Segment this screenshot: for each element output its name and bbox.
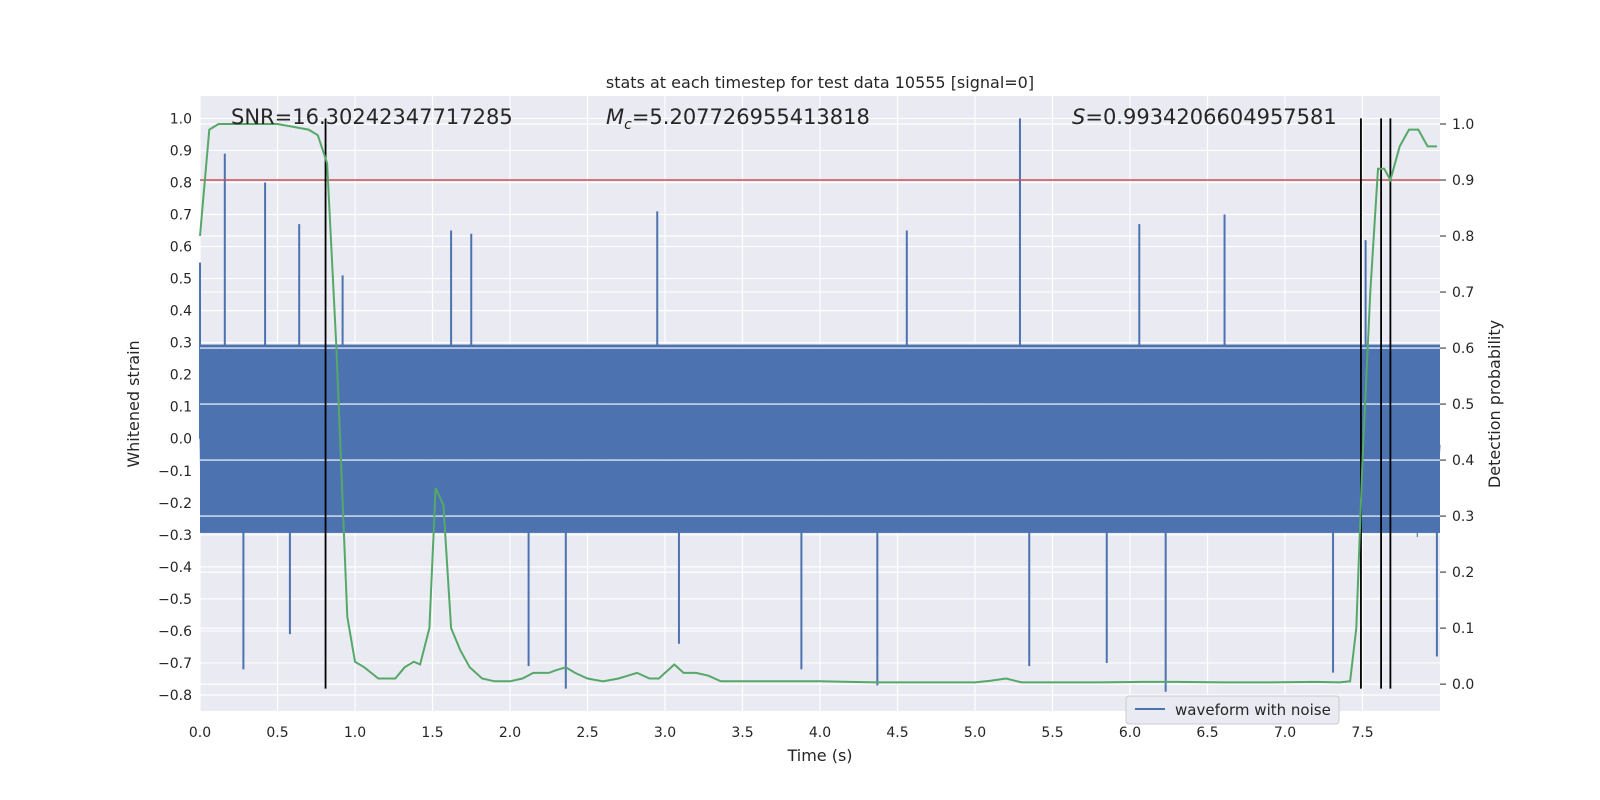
- x-tick-label: 0.5: [266, 725, 288, 741]
- x-tick-label: 5.5: [1041, 725, 1063, 741]
- x-tick-label: 3.0: [654, 725, 676, 741]
- y-tick-label: −0.8: [158, 688, 192, 704]
- y2-tick-label: 0.7: [1452, 285, 1474, 301]
- y-tick-label: 0.8: [170, 175, 192, 191]
- y2-axis-ticks: 0.0 0.1 0.2 0.3 0.4 0.5 0.6 0.7 0.8 0.9 1.0: [1440, 117, 1474, 693]
- y-tick-label: 0.5: [170, 272, 192, 288]
- y2-tick-label: 0.5: [1452, 397, 1474, 413]
- waveform-line: [199, 348, 1441, 538]
- x-tick-label: 0.0: [189, 725, 211, 741]
- y2-tick-label: 0.4: [1452, 453, 1474, 469]
- y-tick-label: 0.7: [170, 208, 192, 224]
- score-value: =0.9934206604957581: [1085, 105, 1336, 129]
- y-tick-label: −0.3: [158, 528, 192, 544]
- x-tick-label: 7.0: [1274, 725, 1296, 741]
- chirp-mass-subscript: c: [624, 117, 632, 133]
- y2-tick-label: 0.2: [1452, 565, 1474, 581]
- y-tick-label: 0.9: [170, 143, 192, 159]
- detection-probability-line: [199, 123, 1437, 684]
- score-annotation: S=0.9934206604957581: [1072, 105, 1337, 129]
- legend-label: waveform with noise: [1175, 701, 1331, 719]
- x-axis-ticks: 0.0 0.5 1.0 1.5 2.0 2.5 3.0 3.5 4.0 4.5 5.0 5.5 6.0 6…: [189, 725, 1374, 741]
- y-tick-label: 0.3: [170, 336, 192, 352]
- legend: waveform with noise: [1125, 695, 1340, 725]
- y2-tick-label: 0.3: [1452, 509, 1474, 525]
- chirp-mass-annotation: Mc=5.207726955413818: [606, 105, 870, 133]
- x-tick-label: 4.0: [809, 725, 831, 741]
- legend-box: [1125, 695, 1340, 725]
- y2-tick-label: 1.0: [1452, 117, 1474, 133]
- y-tick-label: −0.4: [158, 560, 192, 576]
- x-tick-label: 6.0: [1119, 725, 1141, 741]
- waveform-series: [199, 118, 1441, 692]
- x-axis-label: Time (s): [786, 746, 852, 765]
- y2-tick-label: 0.9: [1452, 173, 1474, 189]
- y-tick-label: 0.6: [170, 240, 192, 256]
- y-tick-label: −0.6: [158, 624, 192, 640]
- chirp-mass-symbol: M: [606, 105, 624, 129]
- y-tick-label: 0.2: [170, 368, 192, 384]
- y2-tick-label: 0.1: [1452, 621, 1474, 637]
- score-symbol: S: [1072, 105, 1085, 129]
- y-tick-label: −0.1: [158, 464, 192, 480]
- y-axis-label: Whitened strain: [124, 340, 143, 467]
- x-tick-label: 2.0: [499, 725, 521, 741]
- x-tick-label: 2.5: [576, 725, 598, 741]
- chart-title: stats at each timestep for test data 105…: [606, 73, 1034, 92]
- x-tick-label: 1.5: [421, 725, 443, 741]
- x-tick-label: 6.5: [1196, 725, 1218, 741]
- y2-axis-label: Detection probability: [1485, 320, 1504, 488]
- x-tick-label: 4.5: [886, 725, 908, 741]
- y-tick-label: 0.4: [170, 304, 192, 320]
- y-tick-label: 0.1: [170, 400, 192, 416]
- x-tick-label: 1.0: [344, 725, 366, 741]
- y-tick-label: −0.2: [158, 496, 192, 512]
- x-tick-label: 5.0: [964, 725, 986, 741]
- snr-annotation: SNR=16.30242347717285: [231, 105, 513, 129]
- y2-tick-label: 0.0: [1452, 677, 1474, 693]
- y-axis-ticks: −0.8 −0.7 −0.6 −0.5 −0.4 −0.3 −0.2 −0.1 0.0 0.1 0.…: [158, 111, 192, 704]
- y-tick-label: −0.7: [158, 656, 192, 672]
- x-tick-label: 3.5: [731, 725, 753, 741]
- x-tick-label: 7.5: [1351, 725, 1373, 741]
- y-tick-label: 0.0: [170, 432, 192, 448]
- y2-tick-label: 0.8: [1452, 229, 1474, 245]
- chirp-mass-value: =5.207726955413818: [632, 105, 870, 129]
- detection-markers: [324, 118, 1392, 689]
- y-tick-label: −0.5: [158, 592, 192, 608]
- y-tick-label: 1.0: [170, 111, 192, 127]
- y2-tick-label: 0.6: [1452, 341, 1474, 357]
